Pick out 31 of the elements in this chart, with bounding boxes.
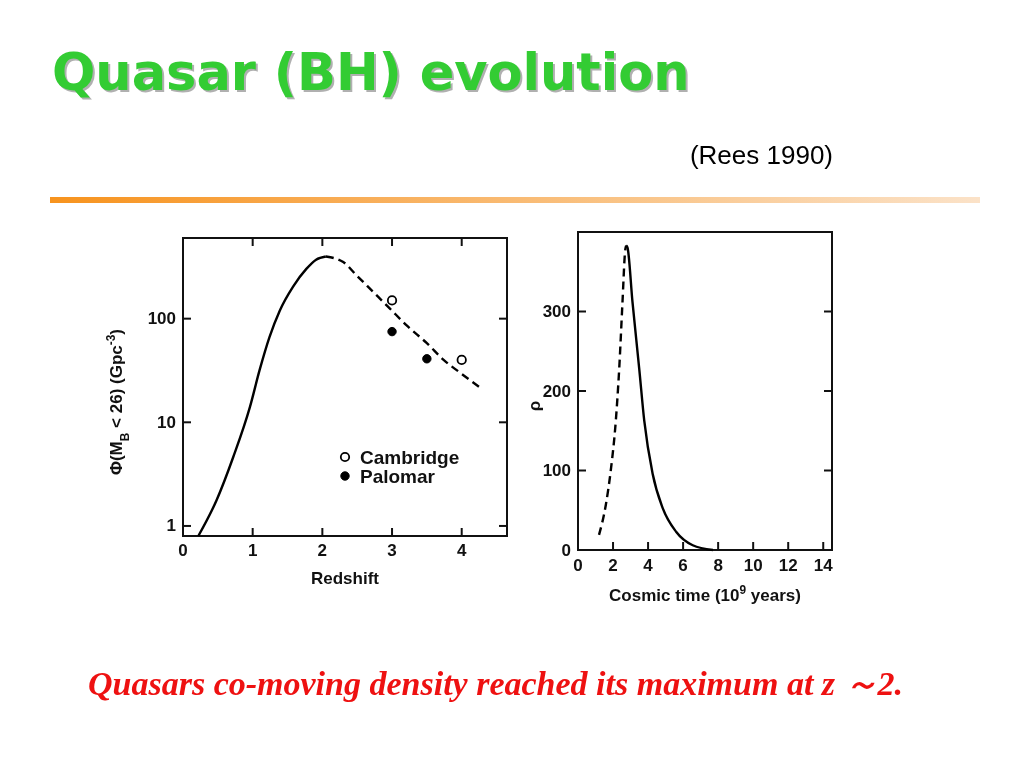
x-tick-label: 12: [778, 556, 798, 575]
y-tick-label: 100: [147, 309, 176, 329]
x-tick-label: 0: [573, 556, 583, 575]
y-tick-label: 300: [542, 302, 571, 321]
x-tick-label: 4: [643, 556, 654, 575]
text: Quasars co-moving density reached its maximum at z ～2.: [88, 665, 904, 702]
y-axis-title: ρ: [525, 400, 544, 412]
x-tick-label: 0: [178, 541, 188, 560]
y-tick-label: 100: [542, 461, 571, 480]
x-tick-label: 10: [743, 556, 763, 575]
y-tick-label: 1: [166, 516, 176, 536]
x-tick-label: 2: [608, 556, 618, 575]
point: [422, 354, 432, 364]
x-axis-title: Redshift: [311, 569, 380, 588]
x-tick-label: 2: [317, 541, 328, 560]
point: [387, 326, 397, 337]
x-tick-label: 8: [713, 556, 723, 575]
legend-label: Cambridge: [360, 446, 460, 468]
y-tick-label: 10: [157, 412, 176, 432]
y-tick-label: 200: [542, 381, 571, 401]
x-axis-title: Cosmic time (10$^{9}$ years): [609, 583, 801, 605]
x-tick-label: 14: [813, 556, 834, 575]
x-tick-label: 3: [387, 541, 397, 560]
x-tick-label: 6: [678, 556, 688, 575]
legend-label: Palomar: [360, 465, 436, 487]
x-tick-label: 1: [247, 541, 258, 560]
point: [456, 354, 467, 365]
text: (Rees 1990): [689, 140, 833, 170]
point: [386, 295, 398, 306]
x-tick-label: 4: [456, 541, 467, 560]
chart-title: Quasar (BH) evolution: [52, 43, 690, 102]
